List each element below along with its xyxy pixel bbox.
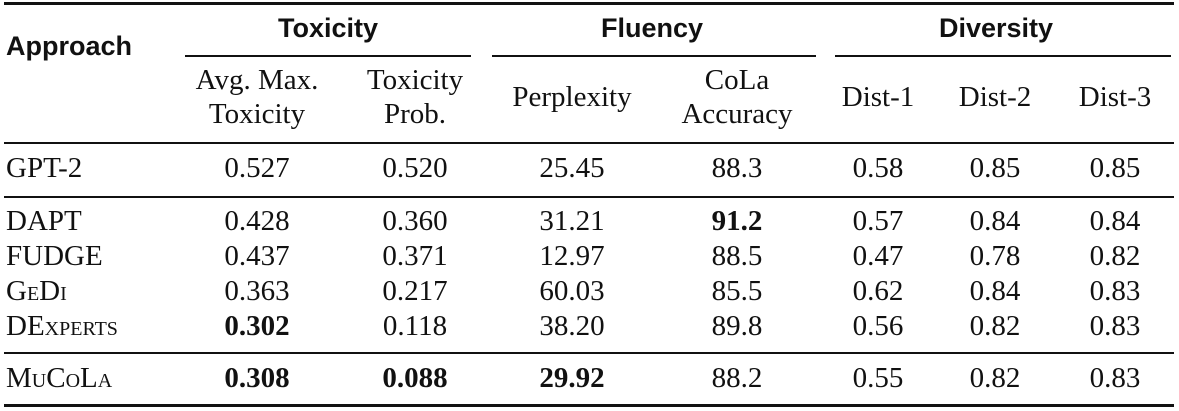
cell-cola-accuracy: 91.2 [711, 205, 763, 237]
cell-cola-accuracy: 88.5 [711, 240, 763, 272]
subheader-toxicity-prob-line1: Toxicity [366, 64, 464, 96]
cell-avg-max-toxicity: 0.302 [224, 310, 290, 342]
cell-dist-1: 0.58 [852, 152, 904, 184]
cell-dist-3: 0.85 [1089, 152, 1141, 184]
cell-dist-2: 0.82 [969, 310, 1021, 342]
cell-perplexity: 60.03 [539, 275, 605, 307]
group-rule-fluency [492, 55, 816, 57]
row-name: FUDGE [6, 240, 103, 272]
cell-dist-2: 0.82 [969, 362, 1021, 394]
cell-dist-3: 0.83 [1089, 310, 1141, 342]
top-rule [4, 2, 1174, 5]
cell-dist-2: 0.84 [969, 205, 1021, 237]
group-rule-diversity [835, 55, 1171, 57]
subheader-avg-max-toxicity-line1: Avg. Max. [195, 64, 319, 96]
cell-perplexity: 12.97 [539, 240, 605, 272]
cell-dist-1: 0.56 [852, 310, 904, 342]
subheader-avg-max-toxicity-line2: Toxicity [208, 98, 306, 130]
cell-avg-max-toxicity: 0.527 [224, 152, 290, 184]
cell-toxicity-prob: 0.217 [382, 275, 448, 307]
subheader-perplexity: Perplexity [512, 81, 632, 113]
cell-cola-accuracy: 85.5 [711, 275, 763, 307]
cell-dist-1: 0.47 [852, 240, 904, 272]
subheader-toxicity-prob-line2: Prob. [383, 98, 447, 130]
row-name: MuCoLa [6, 362, 113, 394]
cell-dist-1: 0.57 [852, 205, 904, 237]
cell-dist-2: 0.85 [969, 152, 1021, 184]
cell-cola-accuracy: 88.3 [711, 152, 763, 184]
subheader-dist-2: Dist-2 [958, 81, 1032, 113]
row-name: DAPT [6, 205, 82, 237]
row-name: GeDi [6, 275, 67, 307]
row-name: DExperts [6, 310, 118, 342]
cell-avg-max-toxicity: 0.428 [224, 205, 290, 237]
group-header-diversity: Diversity [938, 13, 1054, 43]
cell-toxicity-prob: 0.371 [382, 240, 448, 272]
cell-avg-max-toxicity: 0.308 [224, 362, 290, 394]
group-header-fluency: Fluency [600, 13, 704, 43]
cell-dist-2: 0.78 [969, 240, 1021, 272]
approach-header: Approach [6, 31, 133, 61]
cell-perplexity: 29.92 [539, 362, 605, 394]
cell-toxicity-prob: 0.360 [382, 205, 448, 237]
subheader-dist-3: Dist-3 [1078, 81, 1152, 113]
subheader-cola-accuracy-line1: CoLa [704, 64, 770, 96]
cell-toxicity-prob: 0.088 [382, 362, 448, 394]
group-header-toxicity: Toxicity [277, 13, 379, 43]
cell-dist-1: 0.55 [852, 362, 904, 394]
row-group-rule [4, 352, 1174, 354]
header-bottom-rule [4, 142, 1174, 144]
cell-dist-2: 0.84 [969, 275, 1021, 307]
subheader-cola-accuracy-line2: Accuracy [681, 98, 793, 130]
cell-perplexity: 31.21 [539, 205, 605, 237]
group-rule-toxicity [185, 55, 471, 57]
cell-avg-max-toxicity: 0.363 [224, 275, 290, 307]
bottom-rule [4, 404, 1174, 407]
cell-cola-accuracy: 88.2 [711, 362, 763, 394]
cell-toxicity-prob: 0.520 [382, 152, 448, 184]
cell-dist-3: 0.84 [1089, 205, 1141, 237]
cell-dist-3: 0.83 [1089, 275, 1141, 307]
cell-perplexity: 25.45 [539, 152, 605, 184]
subheader-dist-1: Dist-1 [841, 81, 915, 113]
cell-cola-accuracy: 89.8 [711, 310, 763, 342]
row-name: GPT-2 [6, 152, 83, 184]
row-group-rule [4, 196, 1174, 198]
cell-dist-3: 0.82 [1089, 240, 1141, 272]
cell-toxicity-prob: 0.118 [382, 310, 448, 342]
cell-dist-3: 0.83 [1089, 362, 1141, 394]
cell-perplexity: 38.20 [539, 310, 605, 342]
cell-avg-max-toxicity: 0.437 [224, 240, 290, 272]
cell-dist-1: 0.62 [852, 275, 904, 307]
